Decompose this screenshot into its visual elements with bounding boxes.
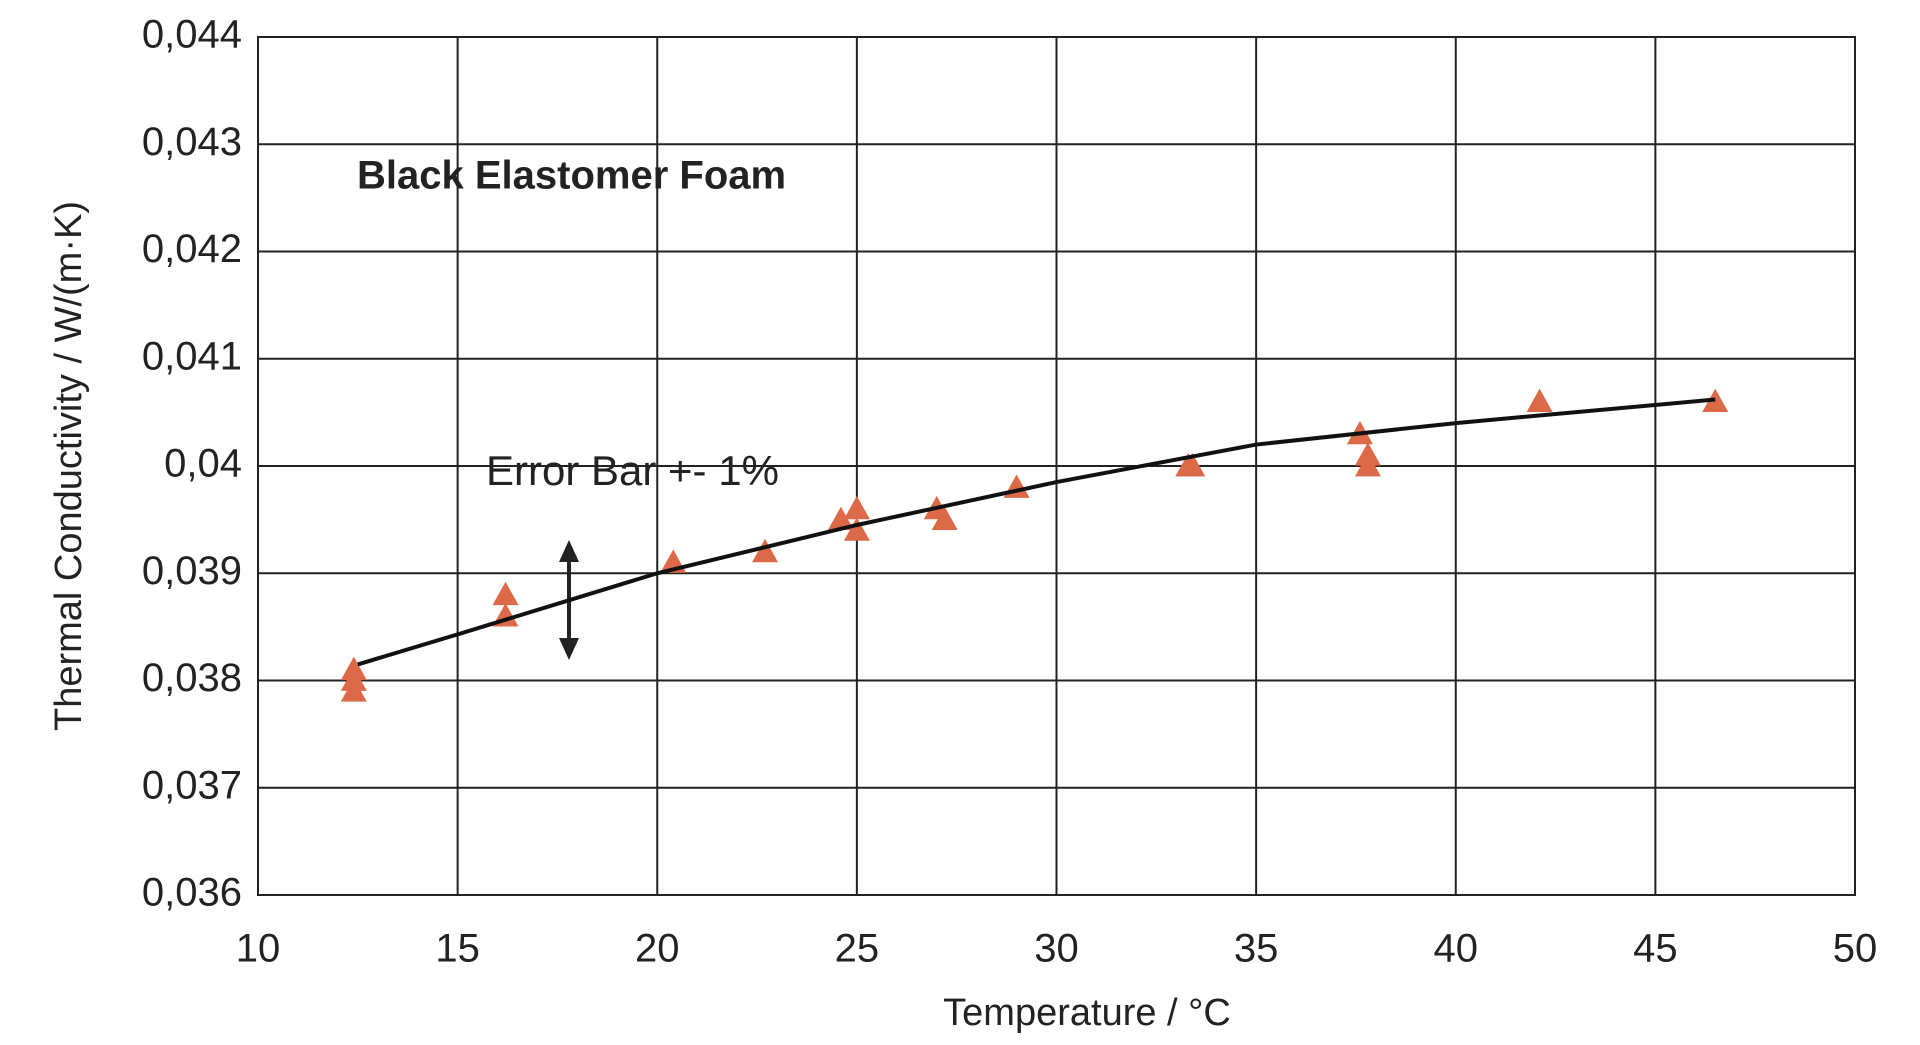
data-point (340, 678, 367, 702)
x-tick-label: 35 (1234, 927, 1279, 971)
y-tick-label: 0,038 (142, 656, 242, 700)
data-point (827, 506, 854, 531)
data-point (843, 517, 870, 541)
data-point (752, 538, 779, 563)
data-point (931, 506, 958, 531)
annotation: Black Elastomer Foam (357, 154, 786, 198)
y-tick-label: 0,042 (142, 227, 242, 271)
y-axis-title: Thermal Conductivity / W/(m·K) (48, 201, 90, 731)
plot-frame (257, 36, 1856, 896)
data-point (492, 581, 519, 606)
x-tick-label: 20 (635, 927, 680, 971)
y-tick-label: 0,036 (142, 871, 242, 915)
y-tick-label: 0,037 (142, 763, 242, 807)
annotation: Error Bar +- 1% (486, 447, 779, 494)
x-tick-label: 50 (1833, 927, 1878, 971)
data-point (1526, 388, 1553, 413)
x-axis-title: Temperature / °C (943, 992, 1231, 1034)
y-tick-label: 0,039 (142, 549, 242, 593)
x-tick-label: 15 (435, 927, 480, 971)
data-point (843, 495, 870, 520)
x-tick-label: 40 (1434, 927, 1479, 971)
x-tick-label: 10 (236, 927, 281, 971)
data-point (1179, 453, 1206, 477)
data-point (1354, 453, 1381, 477)
x-tick-label: 30 (1034, 927, 1079, 971)
x-tick-label: 25 (835, 927, 880, 971)
fit-line (357, 397, 1716, 667)
y-tick-label: 0,041 (142, 334, 242, 378)
x-tick-label: 45 (1633, 927, 1678, 971)
y-tick-label: 0,044 (142, 13, 242, 57)
y-tick-label: 0,04 (164, 442, 242, 486)
y-tick-label: 0,043 (142, 120, 242, 164)
